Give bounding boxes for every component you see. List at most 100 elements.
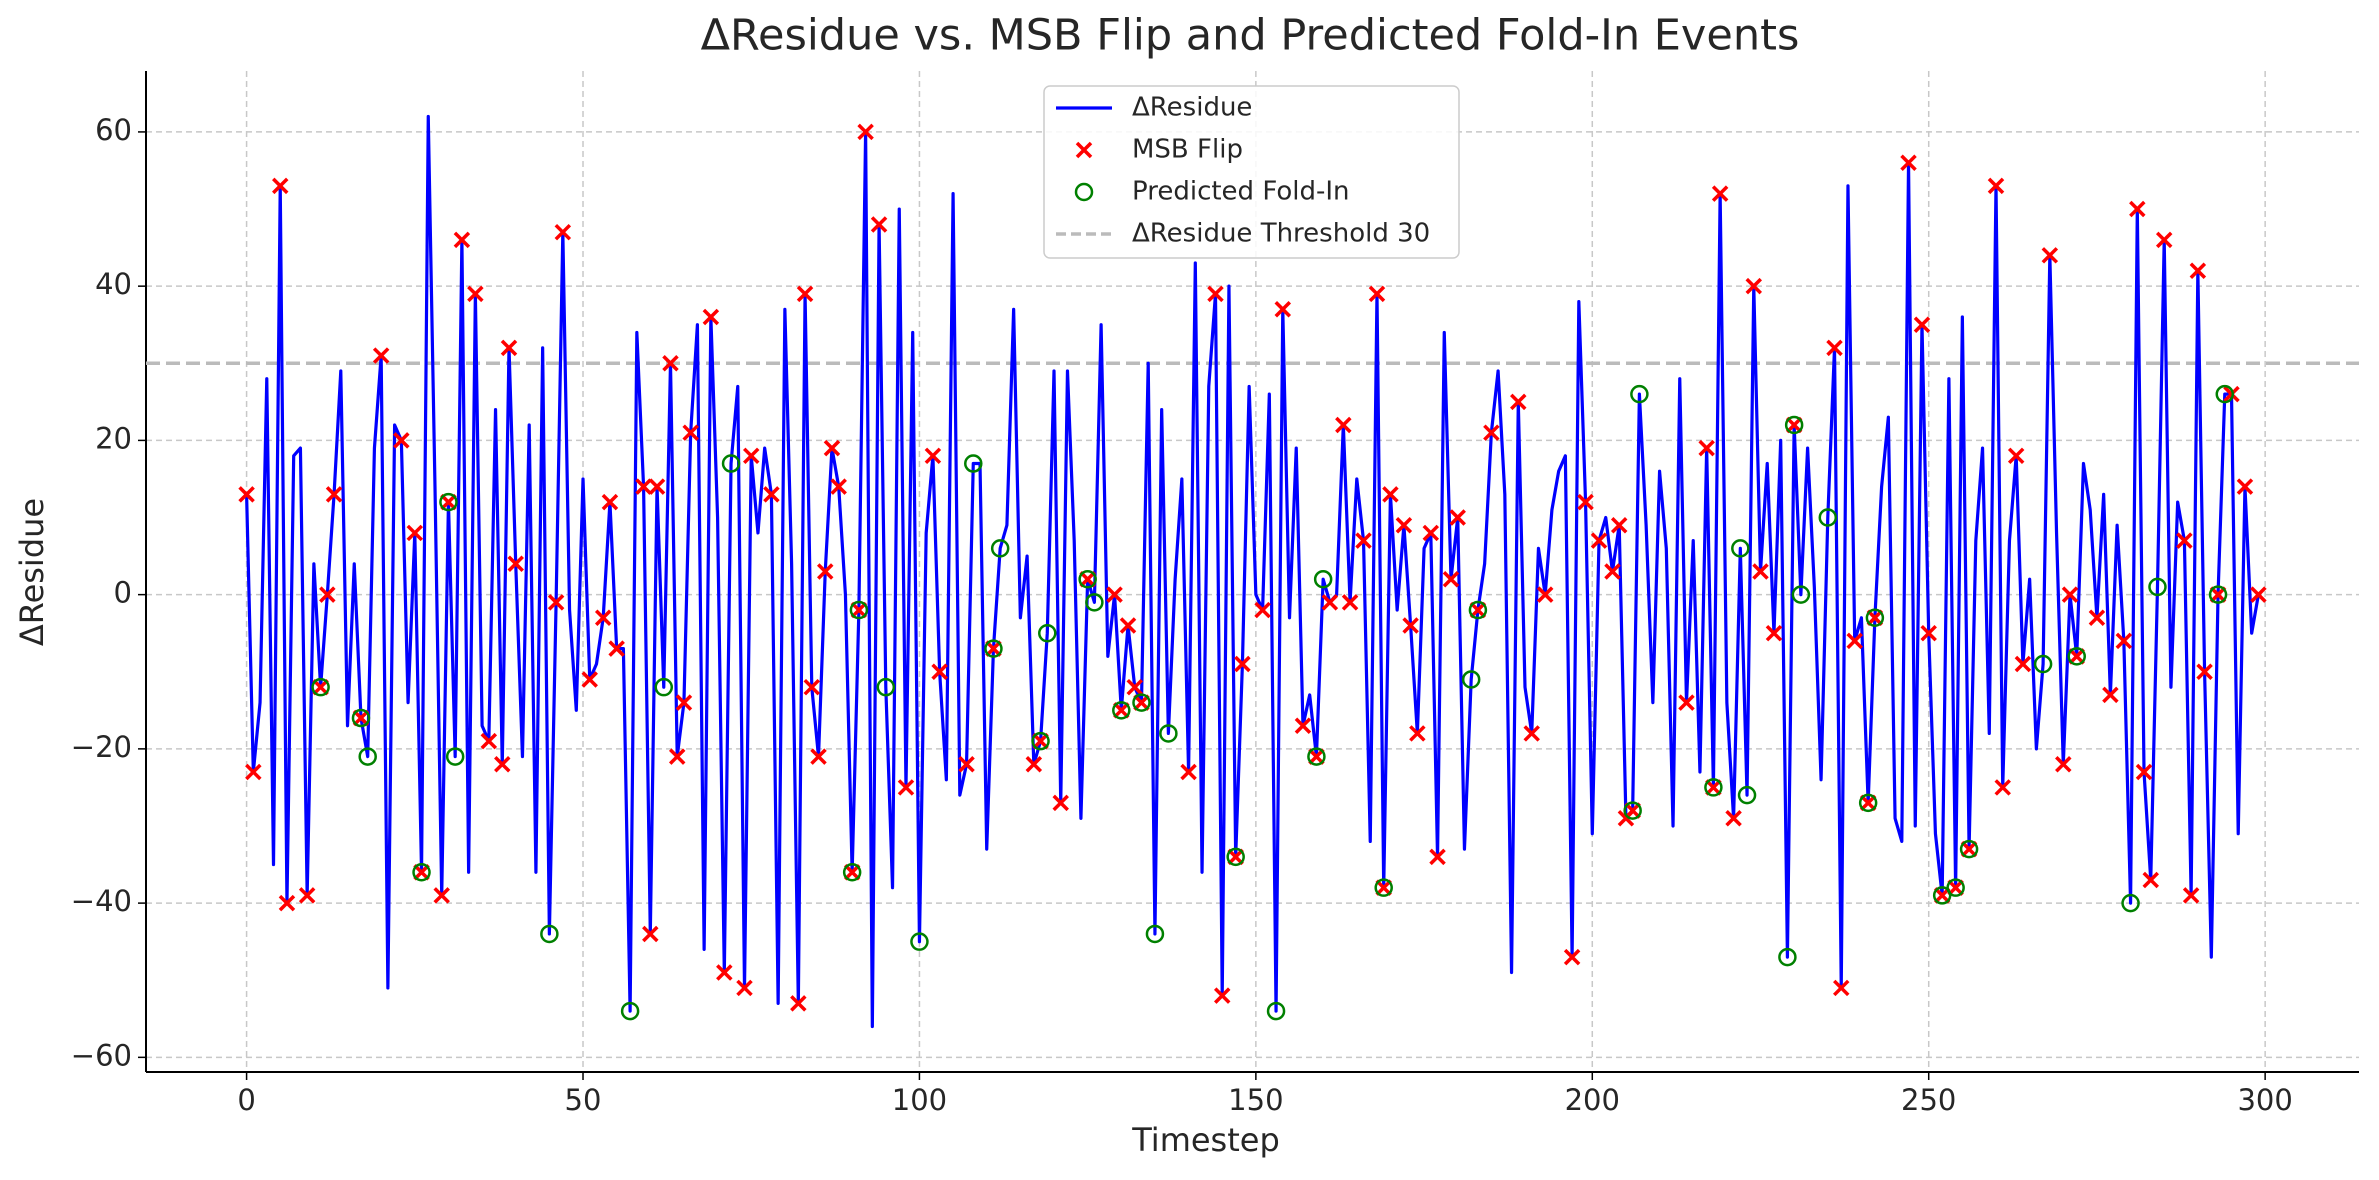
x-stroke bbox=[1469, 601, 1487, 619]
msb-flip-marker bbox=[2155, 231, 2173, 249]
x-stroke bbox=[1920, 624, 1937, 642]
x-stroke bbox=[1422, 524, 1440, 542]
x-stroke bbox=[1577, 493, 1594, 511]
msb-flip-marker bbox=[319, 586, 336, 603]
msb-flip-marker bbox=[675, 694, 693, 711]
x-stroke bbox=[796, 285, 814, 303]
x-stroke bbox=[2068, 648, 2085, 665]
x-stroke bbox=[1678, 694, 1695, 711]
fold-in-marker bbox=[721, 454, 741, 473]
x-stroke bbox=[238, 486, 255, 503]
x-stroke bbox=[1375, 879, 1392, 896]
x-stroke bbox=[2250, 586, 2267, 603]
legend-box bbox=[1043, 85, 1460, 259]
msb-flip-marker bbox=[2055, 756, 2072, 773]
msb-flip-marker bbox=[325, 486, 343, 503]
msb-flip-marker bbox=[1207, 285, 1224, 303]
fold-in-marker bbox=[1959, 839, 1979, 859]
y-tick-label: −60 bbox=[71, 1038, 132, 1072]
x-stroke bbox=[2189, 262, 2207, 279]
fold-in-marker bbox=[2148, 577, 2167, 597]
x-stroke bbox=[1866, 609, 1884, 627]
x-stroke bbox=[601, 493, 619, 511]
x-stroke bbox=[1180, 763, 1197, 781]
msb-flip-marker bbox=[662, 355, 679, 372]
fold-in-marker bbox=[1145, 924, 1165, 944]
fold-in-marker bbox=[1784, 415, 1804, 435]
msb-flip-marker bbox=[1610, 516, 1628, 534]
y-tick-label: 40 bbox=[95, 267, 132, 301]
x-stroke bbox=[1133, 694, 1150, 711]
msb-flip-marker bbox=[500, 339, 518, 357]
x-stroke bbox=[2007, 447, 2025, 465]
legend-label: ΔResidue bbox=[1132, 93, 1252, 123]
msb-flip-marker bbox=[1483, 424, 1500, 441]
fold-in-marker bbox=[540, 924, 559, 944]
fold-in-marker bbox=[849, 600, 869, 620]
x-stroke bbox=[1227, 848, 1244, 866]
fold-in-marker bbox=[311, 677, 330, 697]
fold-in-marker bbox=[2208, 585, 2228, 604]
msb-flip-marker bbox=[2236, 478, 2254, 495]
x-stroke bbox=[736, 979, 753, 997]
msb-flip-marker bbox=[2007, 447, 2025, 465]
msb-flip-marker bbox=[453, 231, 471, 249]
msb-flip-marker bbox=[271, 177, 289, 195]
x-stroke bbox=[2223, 385, 2240, 403]
msb-flip-marker bbox=[1678, 694, 1695, 711]
x-stroke bbox=[702, 308, 720, 326]
fold-in-marker bbox=[910, 932, 929, 951]
x-stroke bbox=[662, 355, 679, 372]
msb-flip-marker bbox=[1402, 617, 1419, 634]
x-tick-label: 100 bbox=[892, 1083, 947, 1117]
x-stroke bbox=[635, 478, 652, 495]
x-stroke bbox=[790, 995, 807, 1012]
fold-in-marker bbox=[990, 539, 1010, 558]
fold-in-marker bbox=[1266, 1001, 1286, 1021]
msb-flip-marker bbox=[1227, 848, 1244, 866]
x-stroke bbox=[1341, 594, 1359, 611]
msb-flip-marker bbox=[2142, 871, 2159, 889]
fold-in-marker bbox=[876, 677, 896, 697]
msb-flip-marker bbox=[1698, 439, 1715, 457]
msb-flip-marker bbox=[238, 486, 255, 503]
msb-flip-marker bbox=[2135, 763, 2153, 781]
y-tick-label: −20 bbox=[71, 730, 132, 764]
msb-flip-marker bbox=[1960, 840, 1978, 858]
x-tick-label: 150 bbox=[1228, 1083, 1283, 1117]
x-stroke bbox=[1106, 586, 1123, 603]
y-tick-label: −40 bbox=[71, 884, 132, 918]
x-stroke bbox=[325, 486, 343, 503]
msb-flip-marker bbox=[1234, 655, 1251, 673]
msb-flip-marker bbox=[897, 779, 915, 796]
legend-label: MSB Flip bbox=[1132, 135, 1243, 165]
msb-flip-marker bbox=[1395, 516, 1413, 534]
msb-flip-marker bbox=[1308, 748, 1325, 765]
x-stroke bbox=[682, 424, 699, 441]
x-stroke bbox=[2061, 586, 2079, 603]
legend-swatch bbox=[1075, 141, 1093, 159]
msb-flip-marker bbox=[1752, 563, 1769, 580]
msb-flip-marker bbox=[608, 640, 625, 657]
x-stroke bbox=[1833, 979, 1850, 997]
msb-flip-marker bbox=[1624, 802, 1641, 819]
msb-flip-marker bbox=[1409, 725, 1426, 742]
data-line bbox=[244, 114, 2260, 1029]
x-stroke bbox=[1846, 632, 1863, 650]
x-stroke bbox=[1913, 316, 1931, 333]
x-stroke bbox=[1321, 594, 1339, 611]
y-axis-label: ΔResidue bbox=[13, 498, 51, 646]
x-stroke bbox=[1826, 339, 1843, 357]
x-stroke bbox=[2041, 247, 2059, 264]
x-stroke bbox=[433, 887, 450, 904]
msb-flip-marker bbox=[601, 493, 619, 511]
msb-flip-marker bbox=[393, 432, 410, 449]
msb-flip-marker bbox=[1725, 810, 1742, 827]
x-stroke bbox=[1563, 948, 1581, 966]
fold-in-marker bbox=[1461, 670, 1481, 689]
x-stroke bbox=[1859, 794, 1877, 812]
msb-flip-marker bbox=[1335, 416, 1352, 434]
msb-flip-marker bbox=[1368, 285, 1386, 303]
x-stroke bbox=[1355, 532, 1372, 549]
